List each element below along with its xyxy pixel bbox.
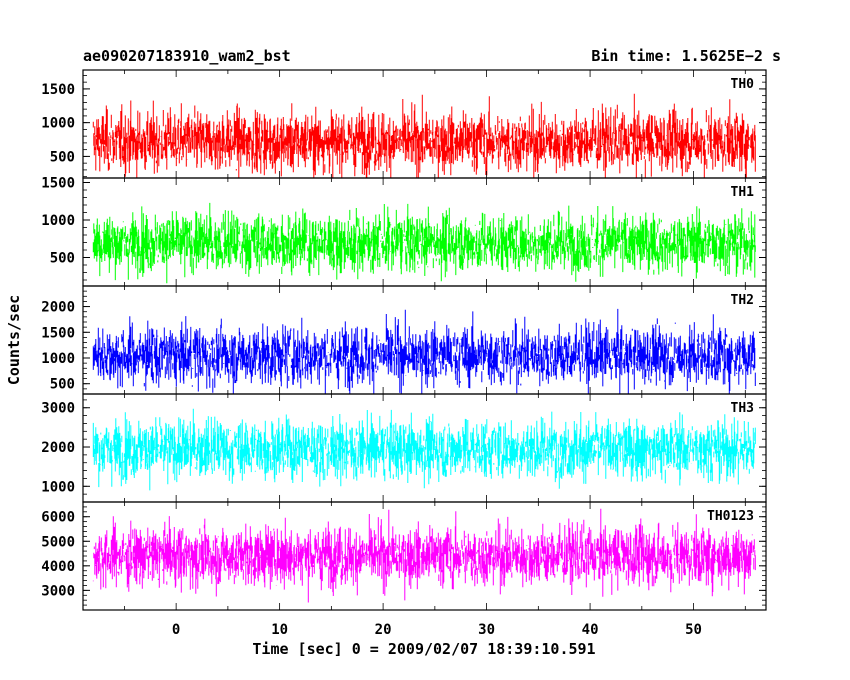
- series-th0: [92, 93, 756, 178]
- chart-title: ae090207183910_wam2_bst: [83, 47, 291, 65]
- panels-group: 500 1000 1500 TH0 500 1000 1500 TH1 500 1000 1500 2…: [41, 69, 767, 611]
- y-tick-label: 500: [50, 251, 75, 267]
- series-th3: [92, 408, 756, 491]
- panel-label: TH2: [731, 293, 754, 308]
- bin-time-label: Bin time: 1.5625E−2 s: [591, 47, 781, 65]
- y-tick-label: 1000: [41, 116, 75, 132]
- y-tick-label: 6000: [41, 510, 75, 526]
- y-tick-label: 2000: [41, 300, 75, 316]
- panel-th0123: 3000 4000 5000 6000 TH0123: [41, 501, 767, 611]
- panel-label: TH0: [731, 77, 755, 92]
- y-axis-label: Counts/sec: [5, 295, 23, 385]
- panel-th3: 1000 2000 3000 TH3: [41, 393, 767, 503]
- y-tick-label: 1000: [41, 351, 75, 367]
- x-axis-label: Time [sec] 0 = 2009/02/07 18:39:10.591: [252, 640, 595, 658]
- y-tick-label: 1500: [41, 82, 75, 98]
- y-tick-label: 1000: [41, 213, 75, 229]
- series-th2: [92, 308, 756, 394]
- panel-th2: 500 1000 1500 2000 TH2: [41, 285, 767, 395]
- y-tick-label: 500: [50, 149, 75, 165]
- y-tick-label: 1500: [41, 325, 75, 341]
- x-axis: 0 10 20 30 40 50: [172, 622, 702, 638]
- x-tick-label: 20: [375, 622, 392, 638]
- panel-label: TH3: [731, 401, 754, 416]
- x-tick-label: 40: [582, 622, 599, 638]
- x-tick-label: 30: [478, 622, 495, 638]
- x-tick-label: 10: [271, 622, 288, 638]
- y-tick-label: 3000: [41, 583, 75, 599]
- y-tick-label: 5000: [41, 534, 75, 550]
- y-tick-label: 2000: [41, 440, 75, 456]
- x-tick-label: 50: [685, 622, 702, 638]
- y-tick-label: 3000: [41, 401, 75, 417]
- y-tick-label: 1500: [41, 176, 75, 192]
- series-th0123: [92, 508, 756, 603]
- x-tick-label: 0: [172, 622, 180, 638]
- panel-th0: 500 1000 1500 TH0: [41, 69, 767, 179]
- panel-label: TH0123: [707, 509, 754, 524]
- y-tick-label: 500: [50, 377, 75, 393]
- panel-label: TH1: [731, 185, 755, 200]
- panel-th1: 500 1000 1500 TH1: [41, 176, 767, 287]
- y-tick-label: 4000: [41, 559, 75, 575]
- y-tick-label: 1000: [41, 479, 75, 495]
- series-th1: [92, 202, 756, 284]
